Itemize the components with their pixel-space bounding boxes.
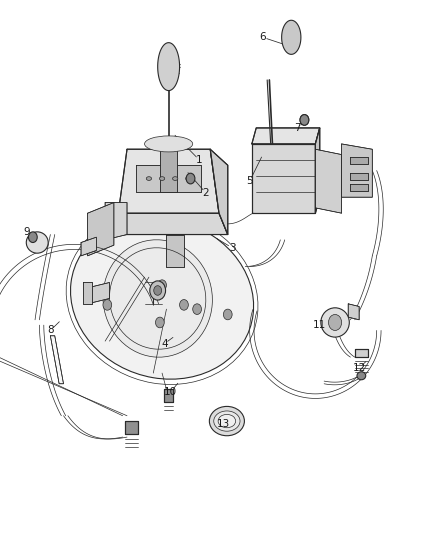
Text: 10: 10 <box>164 387 177 397</box>
Ellipse shape <box>71 218 254 379</box>
Circle shape <box>28 232 37 243</box>
Text: 5: 5 <box>246 176 253 186</box>
Polygon shape <box>210 149 228 235</box>
Ellipse shape <box>103 240 212 357</box>
Ellipse shape <box>209 406 244 436</box>
Ellipse shape <box>218 415 236 427</box>
Polygon shape <box>118 149 219 213</box>
Polygon shape <box>350 157 368 164</box>
Polygon shape <box>88 282 110 304</box>
Polygon shape <box>350 173 368 180</box>
Ellipse shape <box>159 177 165 180</box>
Circle shape <box>150 281 166 300</box>
Polygon shape <box>83 282 92 304</box>
Polygon shape <box>315 128 320 213</box>
Polygon shape <box>158 43 180 91</box>
Polygon shape <box>164 389 173 402</box>
Polygon shape <box>315 149 342 213</box>
Polygon shape <box>105 203 127 240</box>
Circle shape <box>223 309 232 320</box>
Circle shape <box>300 115 309 125</box>
Ellipse shape <box>321 308 350 337</box>
Polygon shape <box>252 144 315 213</box>
Polygon shape <box>282 20 301 54</box>
Polygon shape <box>348 304 359 320</box>
Circle shape <box>328 314 342 330</box>
Polygon shape <box>166 235 184 266</box>
Circle shape <box>193 304 201 314</box>
Text: 7: 7 <box>294 123 301 133</box>
Polygon shape <box>350 184 368 191</box>
Polygon shape <box>110 213 228 235</box>
Circle shape <box>158 280 166 290</box>
Circle shape <box>180 300 188 310</box>
Ellipse shape <box>186 177 191 180</box>
Circle shape <box>103 300 112 310</box>
Polygon shape <box>355 349 368 357</box>
Text: 8: 8 <box>47 326 54 335</box>
Polygon shape <box>88 203 114 256</box>
Text: 12: 12 <box>353 363 366 373</box>
Ellipse shape <box>173 177 178 180</box>
Polygon shape <box>50 336 64 384</box>
Circle shape <box>300 115 309 125</box>
Text: 13: 13 <box>217 419 230 429</box>
Text: 3: 3 <box>229 243 236 253</box>
Text: 1: 1 <box>196 155 203 165</box>
Text: 6: 6 <box>259 33 266 42</box>
Polygon shape <box>160 149 177 192</box>
Polygon shape <box>125 421 138 434</box>
Polygon shape <box>136 165 201 192</box>
Polygon shape <box>81 237 96 256</box>
Text: 11: 11 <box>313 320 326 330</box>
Circle shape <box>154 286 162 295</box>
Circle shape <box>155 317 164 328</box>
Ellipse shape <box>26 232 48 253</box>
Ellipse shape <box>214 411 240 431</box>
Polygon shape <box>342 144 372 197</box>
Polygon shape <box>252 128 320 144</box>
Ellipse shape <box>357 372 366 379</box>
Text: 9: 9 <box>23 227 30 237</box>
Circle shape <box>186 173 195 184</box>
Ellipse shape <box>146 177 152 180</box>
Ellipse shape <box>145 136 193 152</box>
Text: 2: 2 <box>202 188 209 198</box>
Text: 4: 4 <box>161 339 168 349</box>
